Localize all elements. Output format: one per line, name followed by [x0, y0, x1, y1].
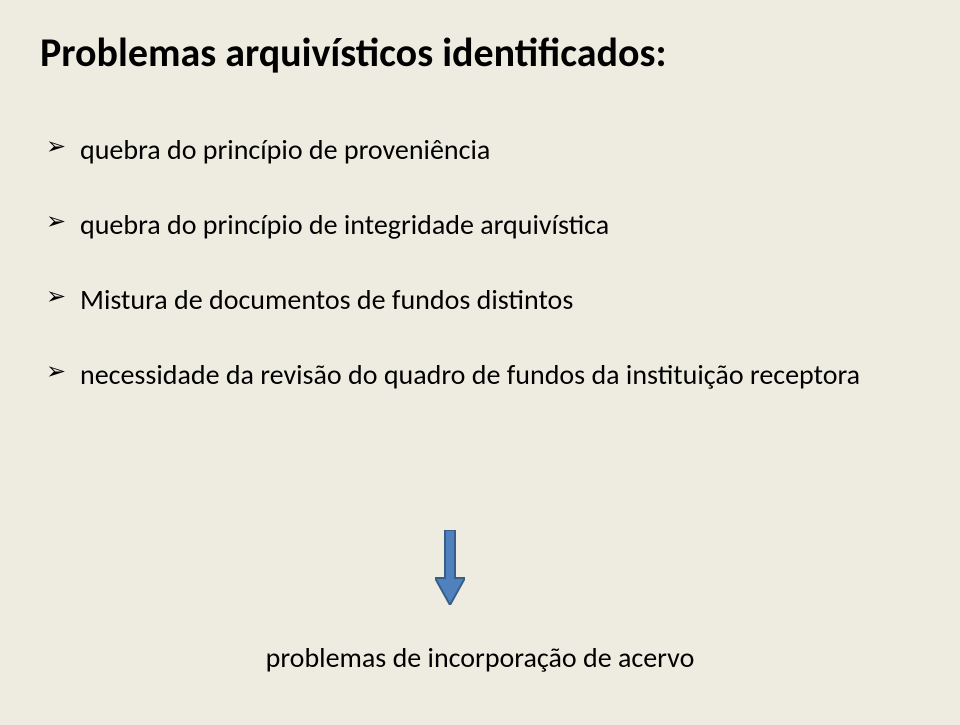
down-arrow-icon [435, 530, 465, 605]
bullet-item: quebra do princípio de integridade arqui… [46, 207, 920, 242]
slide: Problemas arquivísticos identificados: q… [0, 0, 960, 725]
bullet-list: quebra do princípio de proveniência queb… [40, 132, 920, 392]
slide-title: Problemas arquivísticos identificados: [40, 28, 920, 77]
footer-text: problemas de incorporação de acervo [0, 640, 960, 675]
bullet-item: Mistura de documentos de fundos distinto… [46, 282, 920, 317]
bullet-item: necessidade da revisão do quadro de fund… [46, 357, 920, 392]
bullet-item: quebra do princípio de proveniência [46, 132, 920, 167]
